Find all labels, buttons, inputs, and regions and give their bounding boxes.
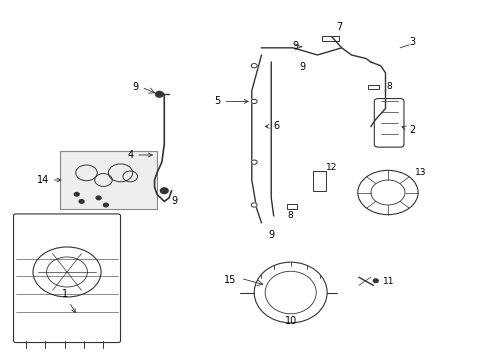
Bar xyxy=(286,204,297,208)
Text: 13: 13 xyxy=(414,168,426,177)
Text: 11: 11 xyxy=(382,277,393,286)
Circle shape xyxy=(251,64,257,68)
Circle shape xyxy=(74,193,79,196)
Text: 15: 15 xyxy=(224,275,236,285)
Bar xyxy=(60,152,157,208)
Text: 7: 7 xyxy=(336,22,342,32)
Circle shape xyxy=(160,188,168,194)
Text: 9: 9 xyxy=(292,41,298,51)
Text: 3: 3 xyxy=(408,37,414,48)
Circle shape xyxy=(155,91,163,97)
Text: 8: 8 xyxy=(287,211,293,220)
Circle shape xyxy=(96,196,101,200)
Text: 6: 6 xyxy=(264,121,279,131)
Text: 14: 14 xyxy=(37,175,61,185)
Circle shape xyxy=(79,200,84,203)
Circle shape xyxy=(251,203,257,207)
Text: 1: 1 xyxy=(61,289,75,312)
Text: 9: 9 xyxy=(299,63,305,72)
Text: 8: 8 xyxy=(385,82,391,91)
Text: 9: 9 xyxy=(171,197,177,206)
Text: 2: 2 xyxy=(401,125,414,135)
Circle shape xyxy=(251,99,257,104)
Circle shape xyxy=(251,160,257,164)
Text: 9: 9 xyxy=(267,230,274,240)
Text: 10: 10 xyxy=(284,316,296,326)
Bar xyxy=(322,36,339,41)
Circle shape xyxy=(103,203,108,207)
Text: 9: 9 xyxy=(132,82,138,92)
Bar xyxy=(368,85,378,89)
Text: 5: 5 xyxy=(214,96,247,107)
Text: 4: 4 xyxy=(127,150,152,160)
Circle shape xyxy=(372,279,377,283)
Bar xyxy=(312,171,325,191)
Text: 12: 12 xyxy=(325,163,337,172)
